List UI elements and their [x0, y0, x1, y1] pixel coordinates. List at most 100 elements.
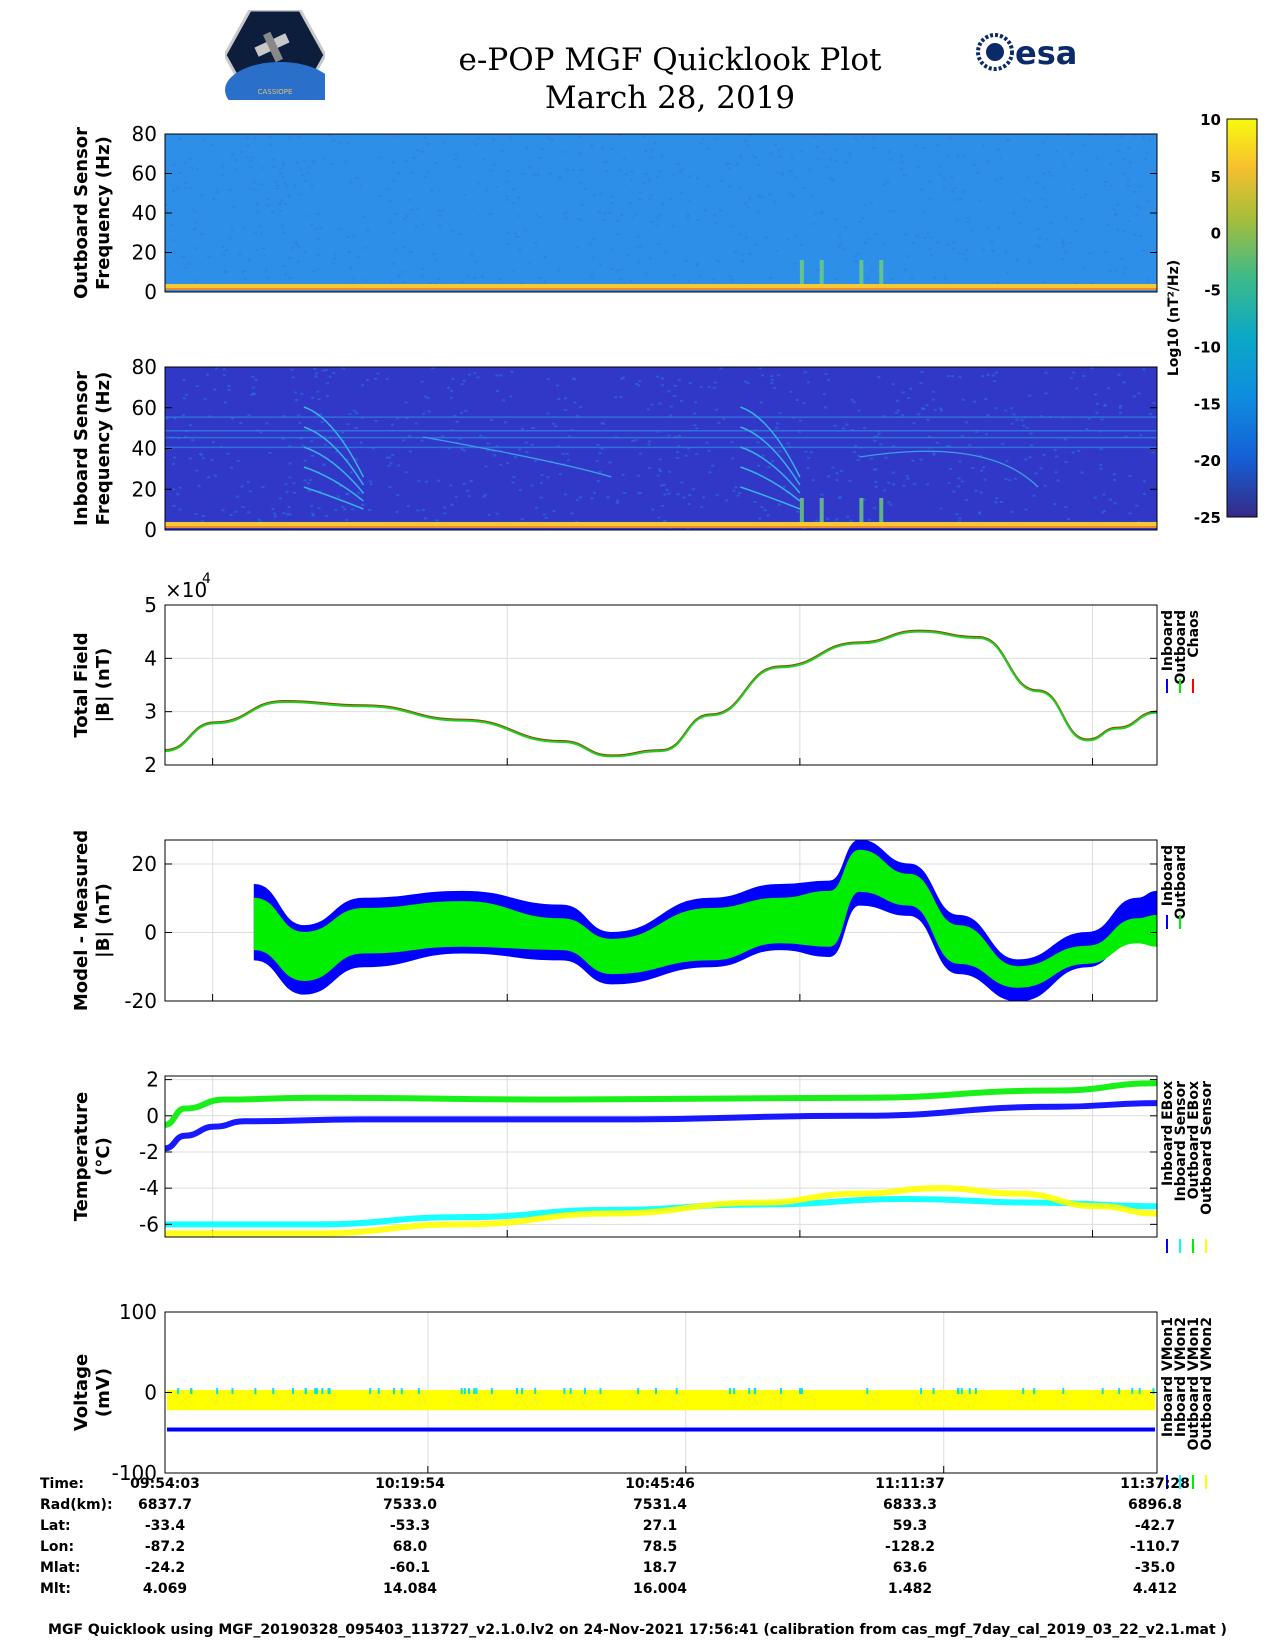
- outboard-spectrogram-noise: [249, 187, 253, 190]
- outboard-spectrogram-noise: [695, 264, 699, 267]
- inboard-spectrogram-noise: [1099, 448, 1103, 451]
- temperature-ytick-label: 0: [146, 1104, 159, 1128]
- inboard-spectrogram-noise: [722, 417, 726, 420]
- outboard-spectrogram-noise: [707, 147, 711, 150]
- outboard-spectrogram-noise: [749, 134, 753, 137]
- inboard-spectrogram-noise: [425, 480, 429, 483]
- inboard-spectrogram-noise: [947, 481, 951, 484]
- voltage-cyan-tick: [637, 1388, 640, 1395]
- outboard-spectrogram-noise: [505, 180, 509, 183]
- inboard-spectrogram-noise: [590, 497, 594, 500]
- outboard-spectrogram-noise: [1088, 134, 1092, 137]
- inboard-spectrogram-noise: [493, 454, 497, 457]
- inboard-spectrogram-noise: [1135, 504, 1139, 507]
- outboard-spectrogram-noise: [511, 270, 515, 273]
- outboard-spectrogram-noise: [952, 248, 956, 251]
- inboard-spectrogram-noise: [531, 427, 535, 430]
- inboard-spectrogram-noise: [484, 465, 488, 468]
- inboard-spectrogram-noise: [659, 470, 663, 473]
- outboard-spectrogram-noise: [834, 148, 838, 151]
- inboard-spectrogram-noise: [887, 481, 891, 484]
- outboard-spectrogram-ylabel: Outboard Sensor Frequency (Hz): [71, 127, 114, 299]
- inboard-spectrogram-noise: [857, 409, 861, 412]
- ephemeris-value: -60.1: [389, 1560, 431, 1576]
- outboard-spectrogram-noise: [955, 218, 959, 221]
- inboard-spectrogram-noise: [965, 421, 969, 424]
- outboard-spectrogram-noise: [282, 175, 286, 178]
- inboard-spectrogram-noise: [424, 517, 428, 520]
- inboard-spectrogram-noise: [247, 511, 251, 514]
- inboard-spectrogram-burst: [819, 498, 824, 526]
- inboard-spectrogram-noise: [760, 506, 764, 509]
- outboard-spectrogram-noise: [421, 151, 425, 154]
- outboard-spectrogram-noise: [345, 142, 349, 145]
- outboard-spectrogram-noise: [629, 280, 633, 283]
- inboard-spectrogram-noise: [945, 445, 949, 448]
- outboard-spectrogram-noise: [525, 147, 529, 150]
- inboard-spectrogram-noise: [1012, 413, 1016, 416]
- inboard-spectrogram-noise: [259, 431, 263, 434]
- voltage-cyan-tick: [569, 1388, 572, 1395]
- inboard-spectrogram-noise: [796, 510, 800, 513]
- inboard-spectrogram-noise: [546, 377, 550, 380]
- outboard-spectrogram-noise: [735, 163, 739, 166]
- outboard-spectrogram-noise: [696, 262, 700, 265]
- outboard-spectrogram-image: [165, 134, 1157, 292]
- inboard-spectrogram-noise: [361, 503, 365, 506]
- outboard-spectrogram-noise: [761, 196, 765, 199]
- inboard-spectrogram-noise: [958, 460, 962, 463]
- total-field-series-chaos: [164, 629, 1158, 757]
- inboard-spectrogram-noise: [994, 371, 998, 374]
- inboard-spectrogram-noise: [842, 427, 846, 430]
- inboard-spectrogram-noise: [178, 508, 182, 511]
- outboard-spectrogram-noise: [330, 162, 334, 165]
- inboard-spectrogram-noise: [883, 489, 887, 492]
- outboard-spectrogram-noise: [1145, 200, 1149, 203]
- outboard-spectrogram-noise: [316, 237, 320, 240]
- outboard-spectrogram-noise: [1049, 222, 1053, 225]
- inboard-spectrogram-noise: [288, 444, 292, 447]
- colorbar-tick-label: -25: [1194, 509, 1221, 527]
- inboard-spectrogram-noise: [486, 442, 490, 445]
- inboard-spectrogram-noise: [360, 384, 364, 387]
- outboard-spectrogram-noise: [287, 194, 291, 197]
- outboard-spectrogram-noise: [178, 138, 182, 141]
- inboard-spectrogram-noise: [761, 374, 765, 377]
- inboard-spectrogram-noise: [637, 492, 641, 495]
- outboard-spectrogram-noise: [648, 179, 652, 182]
- outboard-spectrogram-noise: [389, 280, 393, 283]
- inboard-spectrogram-noise: [1103, 403, 1107, 406]
- outboard-spectrogram-noise: [598, 210, 602, 213]
- inboard-spectrogram-noise: [1064, 460, 1068, 463]
- outboard-spectrogram-noise: [599, 192, 603, 195]
- inboard-spectrogram-noise: [552, 422, 556, 425]
- outboard-spectrogram-noise: [768, 193, 772, 196]
- outboard-spectrogram-noise: [870, 201, 874, 204]
- outboard-spectrogram-noise: [408, 198, 412, 201]
- outboard-spectrogram-noise: [731, 225, 735, 228]
- outboard-spectrogram-noise: [829, 158, 833, 161]
- inboard-spectrogram-noise: [236, 460, 240, 463]
- inboard-spectrogram-noise: [348, 412, 352, 415]
- inboard-spectrogram-noise: [1010, 422, 1014, 425]
- outboard-spectrogram-noise: [881, 183, 885, 186]
- inboard-spectrogram-noise: [695, 427, 699, 430]
- inboard-spectrogram-noise: [806, 381, 810, 384]
- outboard-spectrogram-noise: [288, 256, 292, 259]
- inboard-spectrogram-noise: [872, 506, 876, 509]
- outboard-spectrogram-noise: [207, 256, 211, 259]
- inboard-spectrogram-noise: [600, 422, 604, 425]
- outboard-spectrogram-noise: [505, 198, 509, 201]
- inboard-spectrogram-dc-line: [165, 522, 1157, 526]
- inboard-spectrogram-noise: [638, 380, 642, 383]
- outboard-spectrogram-noise: [334, 253, 338, 256]
- outboard-spectrogram-noise: [1109, 184, 1113, 187]
- inboard-spectrogram-noise: [300, 392, 304, 395]
- outboard-spectrogram-noise: [520, 282, 524, 285]
- inboard-spectrogram-noise: [1117, 373, 1121, 376]
- outboard-spectrogram-noise: [639, 191, 643, 194]
- inboard-spectrogram-noise: [1106, 387, 1110, 390]
- inboard-spectrogram-noise: [1113, 478, 1117, 481]
- inboard-spectrogram-noise: [682, 496, 686, 499]
- voltage-cyan-tick: [583, 1388, 586, 1395]
